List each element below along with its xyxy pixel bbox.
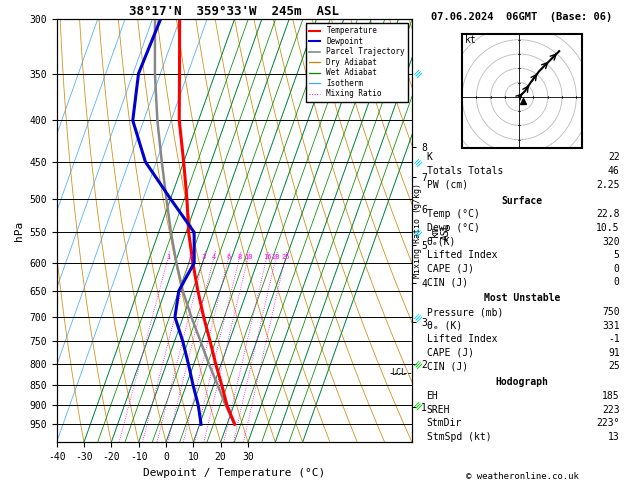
Title: 38°17'N  359°33'W  245m  ASL: 38°17'N 359°33'W 245m ASL — [130, 5, 339, 18]
Text: 22: 22 — [608, 153, 620, 162]
Text: 0: 0 — [614, 264, 620, 274]
Text: Dewp (°C): Dewp (°C) — [426, 223, 479, 233]
Text: Lifted Index: Lifted Index — [426, 250, 497, 260]
Text: 320: 320 — [602, 237, 620, 246]
Text: LCL: LCL — [391, 368, 406, 377]
Text: © weatheronline.co.uk: © weatheronline.co.uk — [465, 472, 579, 481]
Text: Temp (°C): Temp (°C) — [426, 209, 479, 219]
Text: 25: 25 — [281, 254, 290, 260]
Text: CAPE (J): CAPE (J) — [426, 348, 474, 358]
Text: K: K — [426, 153, 433, 162]
Text: 25: 25 — [608, 362, 620, 371]
Text: Totals Totals: Totals Totals — [426, 166, 503, 176]
Text: Mixing Ratio (g/kg): Mixing Ratio (g/kg) — [413, 183, 422, 278]
Text: 1: 1 — [166, 254, 170, 260]
Text: StmDir: StmDir — [426, 418, 462, 428]
Text: 6: 6 — [226, 254, 231, 260]
Text: CIN (J): CIN (J) — [426, 362, 468, 371]
Y-axis label: km
ASL: km ASL — [430, 222, 451, 240]
Legend: Temperature, Dewpoint, Parcel Trajectory, Dry Adiabat, Wet Adiabat, Isotherm, Mi: Temperature, Dewpoint, Parcel Trajectory… — [306, 23, 408, 102]
Text: EH: EH — [426, 391, 438, 401]
Text: ≡: ≡ — [411, 226, 425, 239]
Text: Surface: Surface — [501, 196, 543, 206]
Text: θₑ(K): θₑ(K) — [426, 237, 456, 246]
Text: 10.5: 10.5 — [596, 223, 620, 233]
Text: kt: kt — [465, 35, 477, 45]
Text: 91: 91 — [608, 348, 620, 358]
Text: ≡: ≡ — [411, 67, 425, 80]
Text: StmSpd (kt): StmSpd (kt) — [426, 432, 491, 442]
Text: 223°: 223° — [596, 418, 620, 428]
Text: Most Unstable: Most Unstable — [484, 294, 560, 303]
Text: 13: 13 — [608, 432, 620, 442]
Text: -1: -1 — [608, 334, 620, 344]
Text: 0: 0 — [614, 278, 620, 287]
Text: ≡: ≡ — [411, 155, 425, 169]
Text: 16: 16 — [263, 254, 271, 260]
Text: θₑ (K): θₑ (K) — [426, 321, 462, 330]
Text: 223: 223 — [602, 405, 620, 415]
Text: ≡: ≡ — [411, 399, 425, 412]
Text: 750: 750 — [602, 307, 620, 317]
Text: Lifted Index: Lifted Index — [426, 334, 497, 344]
Text: Pressure (mb): Pressure (mb) — [426, 307, 503, 317]
Text: ≡: ≡ — [411, 357, 425, 371]
Text: ≡: ≡ — [411, 310, 425, 324]
Y-axis label: hPa: hPa — [14, 221, 24, 241]
X-axis label: Dewpoint / Temperature (°C): Dewpoint / Temperature (°C) — [143, 468, 325, 478]
Text: CIN (J): CIN (J) — [426, 278, 468, 287]
Text: 4: 4 — [212, 254, 216, 260]
Text: 185: 185 — [602, 391, 620, 401]
Text: 22.8: 22.8 — [596, 209, 620, 219]
Text: PW (cm): PW (cm) — [426, 180, 468, 190]
Text: 2.25: 2.25 — [596, 180, 620, 190]
Text: SREH: SREH — [426, 405, 450, 415]
Text: 20: 20 — [272, 254, 281, 260]
Text: 331: 331 — [602, 321, 620, 330]
Text: 10: 10 — [244, 254, 252, 260]
Text: 8: 8 — [238, 254, 242, 260]
Text: Hodograph: Hodograph — [496, 378, 548, 387]
Text: 3: 3 — [202, 254, 206, 260]
Text: 46: 46 — [608, 166, 620, 176]
Text: 5: 5 — [614, 250, 620, 260]
Text: CAPE (J): CAPE (J) — [426, 264, 474, 274]
Text: 07.06.2024  06GMT  (Base: 06): 07.06.2024 06GMT (Base: 06) — [431, 12, 613, 22]
Text: 2: 2 — [188, 254, 192, 260]
